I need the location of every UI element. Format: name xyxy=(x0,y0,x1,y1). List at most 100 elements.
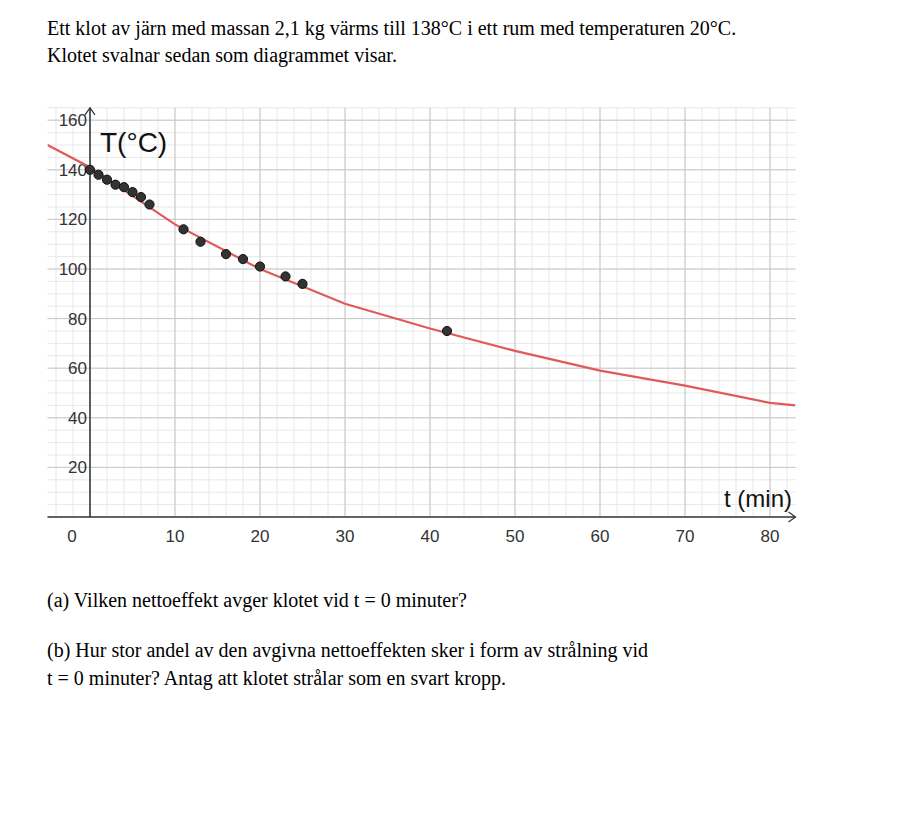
minor-grid-line xyxy=(430,108,431,517)
minor-grid-line xyxy=(48,455,796,456)
question-text: (a) Vilken nettoeffekt avger klotet vid … xyxy=(47,589,467,612)
grid-line xyxy=(48,318,796,319)
minor-grid-line xyxy=(158,108,159,517)
intro-text: Ett klot av järn med massan 2,1 kg värms… xyxy=(47,17,736,40)
minor-grid-line xyxy=(48,405,796,406)
minor-grid-line xyxy=(56,108,57,517)
minor-grid-line xyxy=(413,108,414,517)
minor-grid-line xyxy=(345,108,346,517)
x-tick-label: 10 xyxy=(166,527,185,546)
x-axis-arrow xyxy=(789,512,796,522)
minor-grid xyxy=(48,108,796,517)
minor-grid-line xyxy=(48,256,796,257)
data-point xyxy=(238,254,247,263)
minor-grid-line xyxy=(685,108,686,517)
data-point xyxy=(94,170,103,179)
minor-grid-line xyxy=(48,343,796,344)
minor-grid-line xyxy=(48,467,796,468)
minor-grid-line xyxy=(124,108,125,517)
grid-line xyxy=(685,108,686,517)
x-tick-label: 20 xyxy=(251,527,270,546)
grid-line xyxy=(48,417,796,418)
x-tick-label: 50 xyxy=(506,527,525,546)
minor-grid-line xyxy=(787,108,788,517)
grid-line xyxy=(770,108,771,517)
data-point xyxy=(442,326,451,335)
fit-curve xyxy=(48,145,796,405)
minor-grid-line xyxy=(736,108,737,517)
grid-line xyxy=(48,467,796,468)
x-tick-label: 0 xyxy=(67,527,76,546)
intro-text: Klotet svalnar sedan som diagrammet visa… xyxy=(47,44,397,67)
data-point xyxy=(196,237,205,246)
minor-grid-line xyxy=(48,219,796,220)
y-tick-label: 40 xyxy=(68,409,87,428)
minor-grid-line xyxy=(107,108,108,517)
data-point xyxy=(128,188,137,197)
minor-grid-line xyxy=(396,108,397,517)
minor-grid-line xyxy=(549,108,550,517)
plot-data xyxy=(48,145,796,405)
minor-grid-line xyxy=(515,108,516,517)
major-grid xyxy=(48,108,796,517)
minor-grid-line xyxy=(583,108,584,517)
minor-grid-line xyxy=(48,393,796,394)
minor-grid-line xyxy=(48,430,796,431)
grid-line xyxy=(260,108,261,517)
minor-grid-line xyxy=(668,108,669,517)
minor-grid-line xyxy=(48,120,796,121)
data-point xyxy=(179,225,188,234)
minor-grid-line xyxy=(175,108,176,517)
data-point xyxy=(119,183,128,192)
minor-grid-line xyxy=(209,108,210,517)
minor-grid-line xyxy=(48,107,796,108)
x-tick-label: 30 xyxy=(336,527,355,546)
background xyxy=(0,0,916,818)
data-point xyxy=(136,192,145,201)
y-axis-label: T(°C) xyxy=(100,127,167,158)
data-point xyxy=(102,175,111,184)
minor-grid-line xyxy=(600,108,601,517)
minor-grid-line xyxy=(48,492,796,493)
minor-grid-line xyxy=(48,281,796,282)
grid-line xyxy=(48,219,796,220)
minor-grid-line xyxy=(48,169,796,170)
question-text: t = 0 minuter? Antag att klotet strålar … xyxy=(47,667,506,690)
minor-grid-line xyxy=(48,368,796,369)
minor-grid-line xyxy=(141,108,142,517)
data-point xyxy=(111,180,120,189)
grid-line xyxy=(600,108,601,517)
x-tick-label: 70 xyxy=(676,527,695,546)
data-point xyxy=(85,165,94,174)
minor-grid-line xyxy=(566,108,567,517)
minor-grid-line xyxy=(464,108,465,517)
minor-grid-line xyxy=(48,442,796,443)
minor-grid-line xyxy=(48,231,796,232)
minor-grid-line xyxy=(48,269,796,270)
y-tick-label: 20 xyxy=(68,458,87,477)
y-tick-label: 60 xyxy=(68,359,87,378)
grid-line xyxy=(48,120,796,121)
minor-grid-line xyxy=(48,417,796,418)
y-tick-label: 80 xyxy=(68,310,87,329)
minor-grid-line xyxy=(48,504,796,505)
grid-line xyxy=(48,169,796,170)
x-axis xyxy=(48,516,796,518)
minor-grid-line xyxy=(48,355,796,356)
minor-grid-line xyxy=(634,108,635,517)
minor-grid-line xyxy=(770,108,771,517)
minor-grid-line xyxy=(719,108,720,517)
minor-grid-line xyxy=(702,108,703,517)
question-text: (b) Hur stor andel av den avgivna nettoe… xyxy=(47,639,648,662)
page: Ett klot av järn med massan 2,1 kg värms… xyxy=(0,0,916,818)
x-tick-label: 40 xyxy=(421,527,440,546)
minor-grid-line xyxy=(48,318,796,319)
data-point xyxy=(145,200,154,209)
grid-line xyxy=(430,108,431,517)
y-tick-label: 160 xyxy=(59,111,87,130)
minor-grid-line xyxy=(260,108,261,517)
minor-grid-line xyxy=(48,479,796,480)
grid-line xyxy=(48,368,796,369)
minor-grid-line xyxy=(311,108,312,517)
x-tick-label: 80 xyxy=(761,527,780,546)
